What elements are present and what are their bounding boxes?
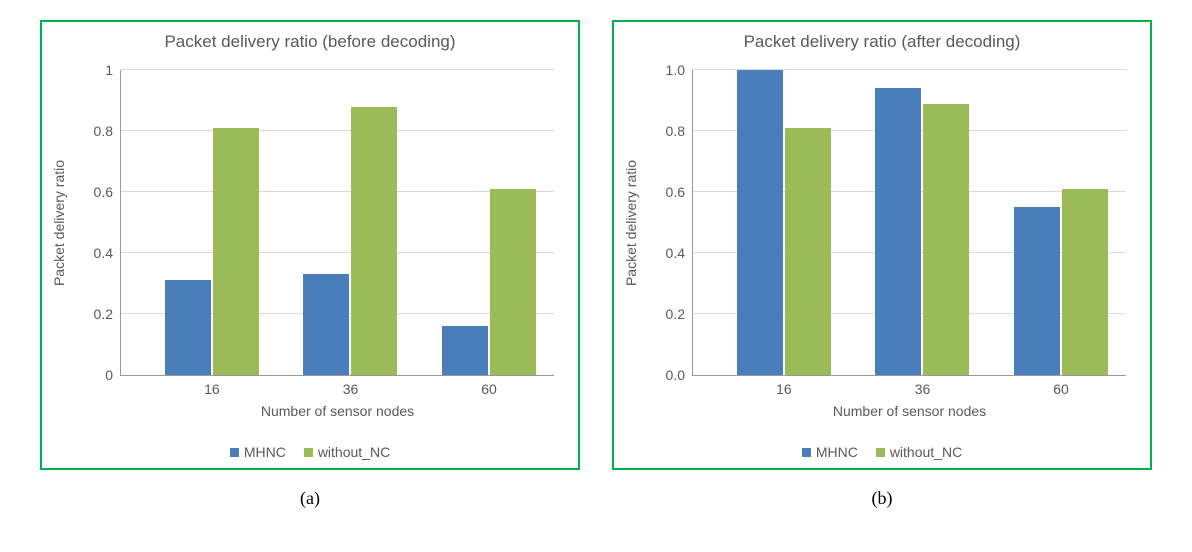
bar-without_nc (923, 104, 969, 375)
plot-area: Packet delivery ratio Number of sensor n… (692, 70, 1126, 376)
x-axis-title: Number of sensor nodes (693, 403, 1126, 419)
y-tick-label: 0.2 (666, 306, 693, 322)
legend-swatch-icon (876, 448, 885, 457)
legend-label: without_NC (318, 444, 390, 460)
bar-mhnc (737, 70, 783, 375)
y-tick-label: 0.6 (666, 184, 693, 200)
legend-item-mhnc: MHNC (802, 444, 858, 460)
x-axis-title: Number of sensor nodes (121, 403, 554, 419)
x-tick-label: 36 (343, 375, 359, 397)
y-axis-title: Packet delivery ratio (51, 159, 67, 285)
figure-root: Packet delivery ratio (before decoding) … (0, 0, 1192, 552)
gridline (121, 69, 554, 70)
y-tick-label: 0 (105, 367, 121, 383)
y-axis-title: Packet delivery ratio (623, 159, 639, 285)
y-tick-label: 0.0 (666, 367, 693, 383)
gridline (121, 130, 554, 131)
legend-swatch-icon (802, 448, 811, 457)
bar-without_nc (1062, 189, 1108, 375)
y-tick-label: 0.8 (94, 123, 121, 139)
x-tick-label: 36 (915, 375, 931, 397)
bar-without_nc (490, 189, 536, 375)
panel-wrap-a: Packet delivery ratio (before decoding) … (40, 20, 580, 509)
legend-label: MHNC (816, 444, 858, 460)
legend-label: MHNC (244, 444, 286, 460)
legend: MHNC without_NC (42, 444, 578, 460)
chart-title: Packet delivery ratio (before decoding) (42, 32, 578, 52)
bar-without_nc (213, 128, 259, 375)
x-tick-label: 16 (204, 375, 220, 397)
bar-mhnc (303, 274, 349, 375)
x-tick-label: 60 (481, 375, 497, 397)
gridline (121, 252, 554, 253)
y-tick-label: 0.4 (94, 245, 121, 261)
legend-item-without_nc: without_NC (876, 444, 962, 460)
chart-panel-after: Packet delivery ratio (after decoding) P… (612, 20, 1152, 470)
bar-mhnc (1014, 207, 1060, 375)
bar-without_nc (785, 128, 831, 375)
chart-title: Packet delivery ratio (after decoding) (614, 32, 1150, 52)
legend-swatch-icon (304, 448, 313, 457)
y-tick-label: 1 (105, 62, 121, 78)
bar-mhnc (875, 88, 921, 375)
y-tick-label: 1.0 (666, 62, 693, 78)
bar-without_nc (351, 107, 397, 375)
x-tick-label: 60 (1053, 375, 1069, 397)
y-tick-label: 0.6 (94, 184, 121, 200)
legend-item-mhnc: MHNC (230, 444, 286, 460)
subfigure-label: (b) (872, 488, 893, 509)
gridline (121, 191, 554, 192)
subfigure-label: (a) (300, 488, 320, 509)
legend-item-without_nc: without_NC (304, 444, 390, 460)
bar-mhnc (165, 280, 211, 375)
chart-panel-before: Packet delivery ratio (before decoding) … (40, 20, 580, 470)
x-tick-label: 16 (776, 375, 792, 397)
y-tick-label: 0.8 (666, 123, 693, 139)
y-tick-label: 0.2 (94, 306, 121, 322)
legend-swatch-icon (230, 448, 239, 457)
plot-area: Packet delivery ratio Number of sensor n… (120, 70, 554, 376)
panel-wrap-b: Packet delivery ratio (after decoding) P… (612, 20, 1152, 509)
y-tick-label: 0.4 (666, 245, 693, 261)
bar-mhnc (442, 326, 488, 375)
legend-label: without_NC (890, 444, 962, 460)
legend: MHNC without_NC (614, 444, 1150, 460)
